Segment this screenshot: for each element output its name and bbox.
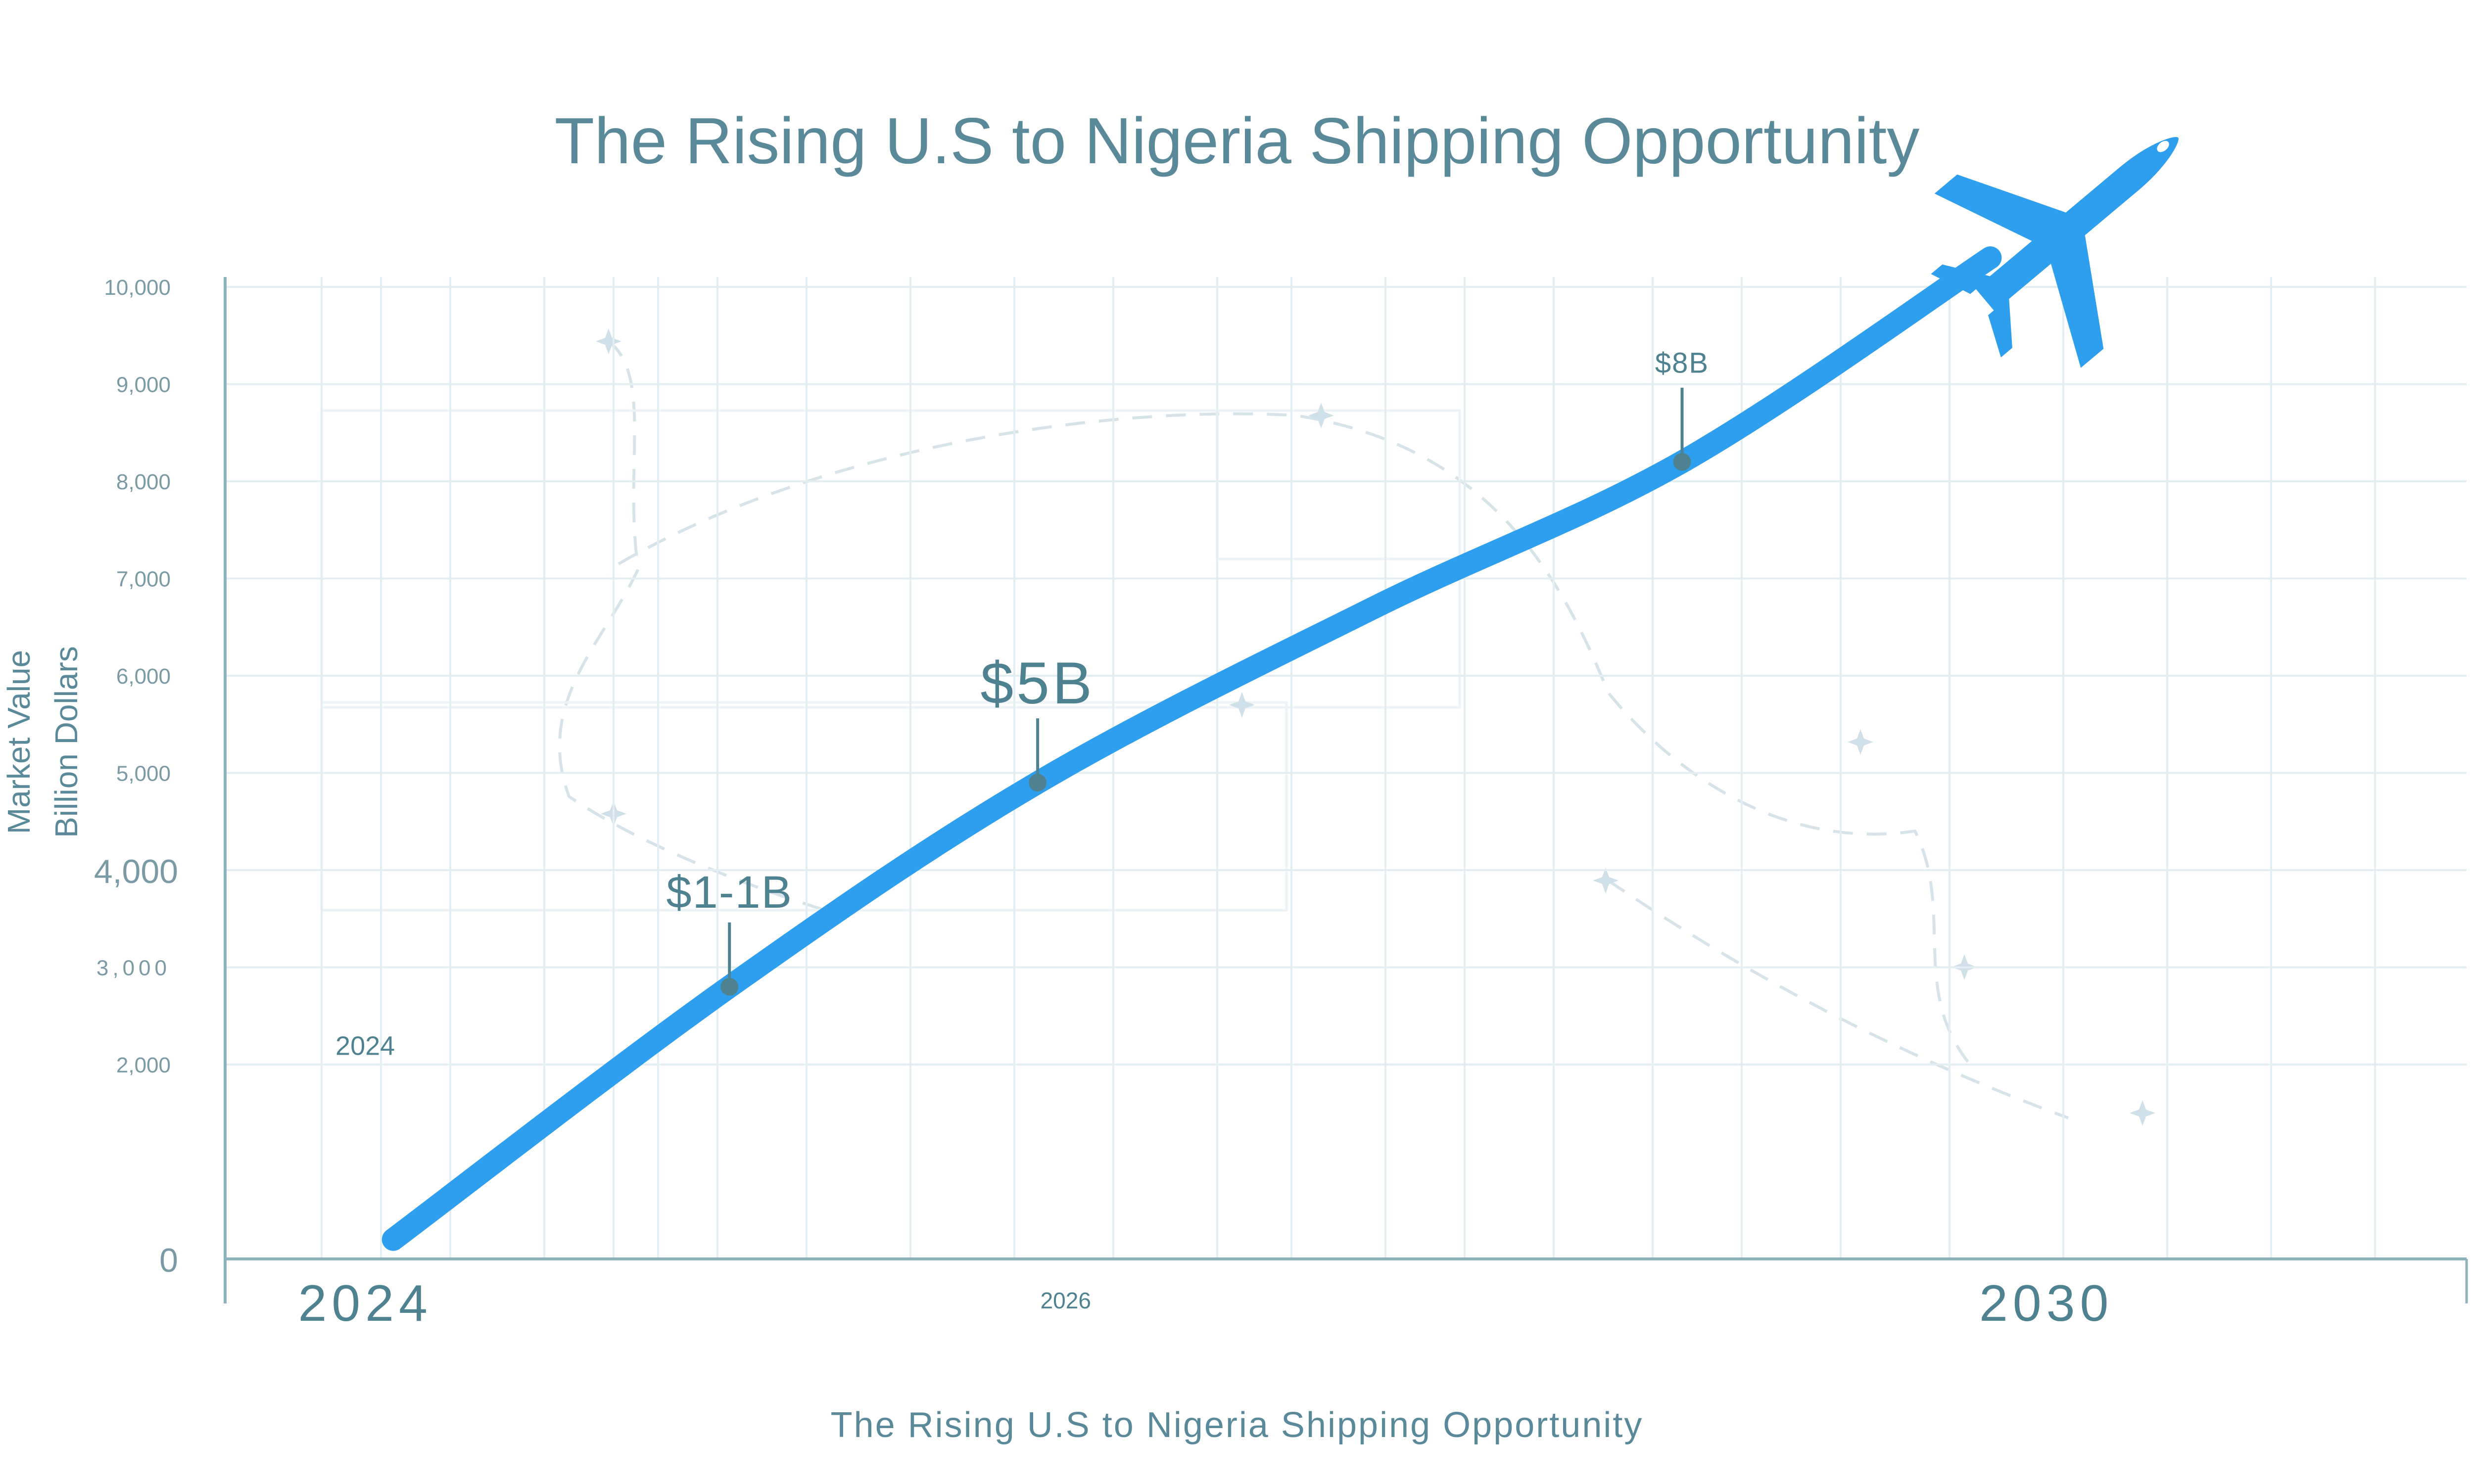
data-label: $8B (1655, 347, 1709, 379)
airplane-window (2157, 140, 2169, 152)
y-tick-label: 7,000 (116, 567, 171, 592)
data-point (720, 977, 739, 996)
route-path (558, 340, 2069, 1119)
y-tick-label: 2,000 (116, 1053, 171, 1077)
series-line (381, 246, 2002, 1251)
airplane-shape (1931, 137, 2179, 368)
decor-frame (1216, 409, 1461, 560)
y-tick-label: 4,000 (94, 853, 178, 890)
chart-caption: The Rising U.S to Nigeria Shipping Oppor… (831, 1405, 1644, 1445)
y-axis-title-line-1: Market Value (1, 650, 37, 834)
x-tick-label: 2030 (1979, 1275, 2113, 1332)
star-icon (1229, 692, 1255, 718)
x-tick-label: 2026 (1041, 1288, 1091, 1313)
airplane-wing (1934, 174, 2067, 242)
airplane-tail (1988, 297, 2012, 358)
grid (225, 277, 2467, 1259)
star-icon (1308, 403, 1334, 428)
data-point (1673, 453, 1691, 471)
airplane-wing (2050, 234, 2104, 368)
y-tick-label: 5,000 (116, 762, 171, 786)
y-tick-label: 3,000 (96, 956, 171, 980)
x-tick-label: 2024 (298, 1275, 432, 1332)
y-axis-title-line-2: Billion Dollars (48, 646, 84, 838)
star-icon (1848, 729, 1873, 755)
star-icon (596, 328, 621, 354)
data-label: $5B (980, 650, 1095, 716)
y-tick-label: 10,000 (104, 276, 171, 300)
data-label: $1-1B (666, 867, 793, 918)
background-decoration (320, 328, 2155, 1126)
y-axis-title: Market Value Billion Dollars (1, 646, 84, 838)
annotations: $1-1B $5B $8B (666, 347, 1709, 996)
airplane-icon (1931, 137, 2179, 368)
data-point (1029, 774, 1047, 792)
chart-title: The Rising U.S to Nigeria Shipping Oppor… (555, 104, 1920, 177)
y-tick-label: 9,000 (116, 373, 171, 397)
airplane-tail (1931, 264, 1992, 294)
y-tick-label: 8,000 (116, 470, 171, 494)
axes: 0 2,000 3,000 4,000 5,000 6,000 7,000 8,000 9,00… (94, 276, 2468, 1332)
airplane-fuselage (1975, 137, 2179, 312)
star-icon (1593, 868, 1618, 893)
series-layer (381, 246, 2002, 1251)
y-tick-label: 6,000 (116, 664, 171, 689)
star-icon (2130, 1100, 2155, 1126)
inline-year-label: 2024 (335, 1031, 395, 1061)
y-tick-label: 0 (159, 1242, 178, 1279)
